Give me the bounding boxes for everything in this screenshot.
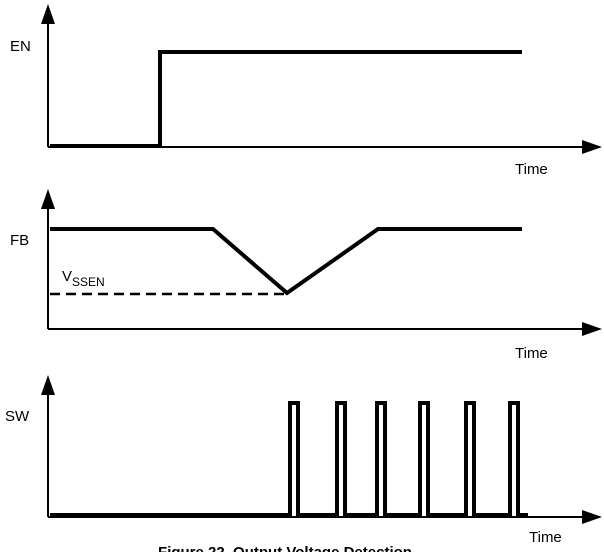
en-panel: EN Time [10, 4, 602, 178]
arrow [582, 510, 602, 524]
axis-label: Time [515, 345, 548, 362]
level-sub: SSEN [72, 275, 105, 289]
caption: Figure 22. Output Voltage Detection [158, 544, 412, 552]
arrow [41, 4, 55, 24]
sw-signal [50, 401, 528, 517]
fb-signal [50, 227, 522, 296]
level-label: VSSEN [62, 268, 105, 289]
signal-label: EN [10, 38, 31, 55]
arrow [582, 322, 602, 336]
arrow [41, 189, 55, 209]
signal-label: FB [10, 232, 29, 249]
fb-panel: FB Time VSSEN [10, 189, 602, 362]
axis-label: Time [529, 529, 562, 546]
signal-label: SW [5, 408, 30, 425]
axis-label: Time [515, 161, 548, 178]
sw-panel: SW Time [5, 375, 602, 546]
level-main: V [62, 268, 72, 285]
en-signal [50, 50, 522, 148]
arrow [41, 375, 55, 395]
arrow [582, 140, 602, 154]
